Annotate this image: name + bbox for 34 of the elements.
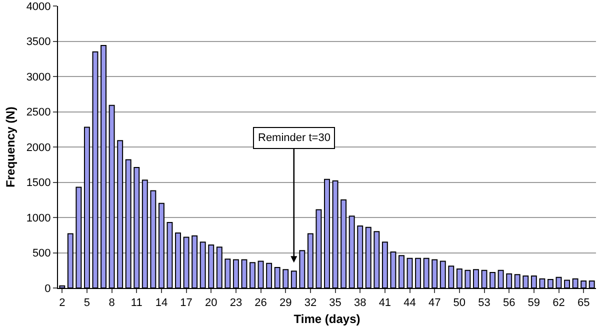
y-tick-label: 3000 — [26, 71, 51, 84]
x-axis-title: Time (days) — [294, 312, 360, 326]
x-tick-label: 65 — [577, 297, 590, 310]
x-tick-label: 35 — [329, 297, 342, 310]
y-tick-label: 0 — [44, 282, 51, 295]
x-tick-label: 47 — [428, 297, 441, 310]
x-tick-label: 5 — [84, 297, 90, 310]
x-tick-label: 20 — [204, 297, 218, 310]
y-tick-label: 1000 — [26, 212, 51, 224]
annotation: Reminder t=30 — [258, 132, 330, 144]
x-tick-label: 62 — [552, 297, 565, 310]
x-tick-label: 50 — [453, 297, 466, 310]
x-tick-label: 17 — [180, 297, 192, 310]
x-tick-label: 38 — [354, 297, 366, 310]
y-tick-label: 500 — [32, 248, 51, 260]
y-tick-label: 2500 — [26, 106, 51, 119]
y-tick-label: 1500 — [26, 177, 51, 190]
x-tick-label: 32 — [304, 297, 317, 310]
x-tick-label: 59 — [528, 297, 540, 310]
x-tick-label: 23 — [230, 297, 242, 310]
y-tick-label: 3500 — [26, 36, 51, 48]
x-tick-label: 11 — [130, 297, 142, 310]
y-tick-label: 2000 — [26, 142, 51, 154]
x-tick-label: 26 — [254, 297, 267, 310]
y-tick-label: 4000 — [26, 0, 51, 13]
x-tick-label: 56 — [502, 297, 516, 310]
x-tick-label: 2 — [59, 297, 66, 310]
x-tick-label: 29 — [279, 297, 292, 310]
x-tick-label: 41 — [378, 297, 392, 310]
x-tick-label: 8 — [108, 297, 115, 310]
y-axis-title: Frequency (N) — [4, 106, 18, 188]
x-tick-label: 44 — [404, 297, 416, 310]
x-tick-label: 53 — [478, 297, 490, 310]
x-tick-label: 14 — [155, 297, 168, 310]
